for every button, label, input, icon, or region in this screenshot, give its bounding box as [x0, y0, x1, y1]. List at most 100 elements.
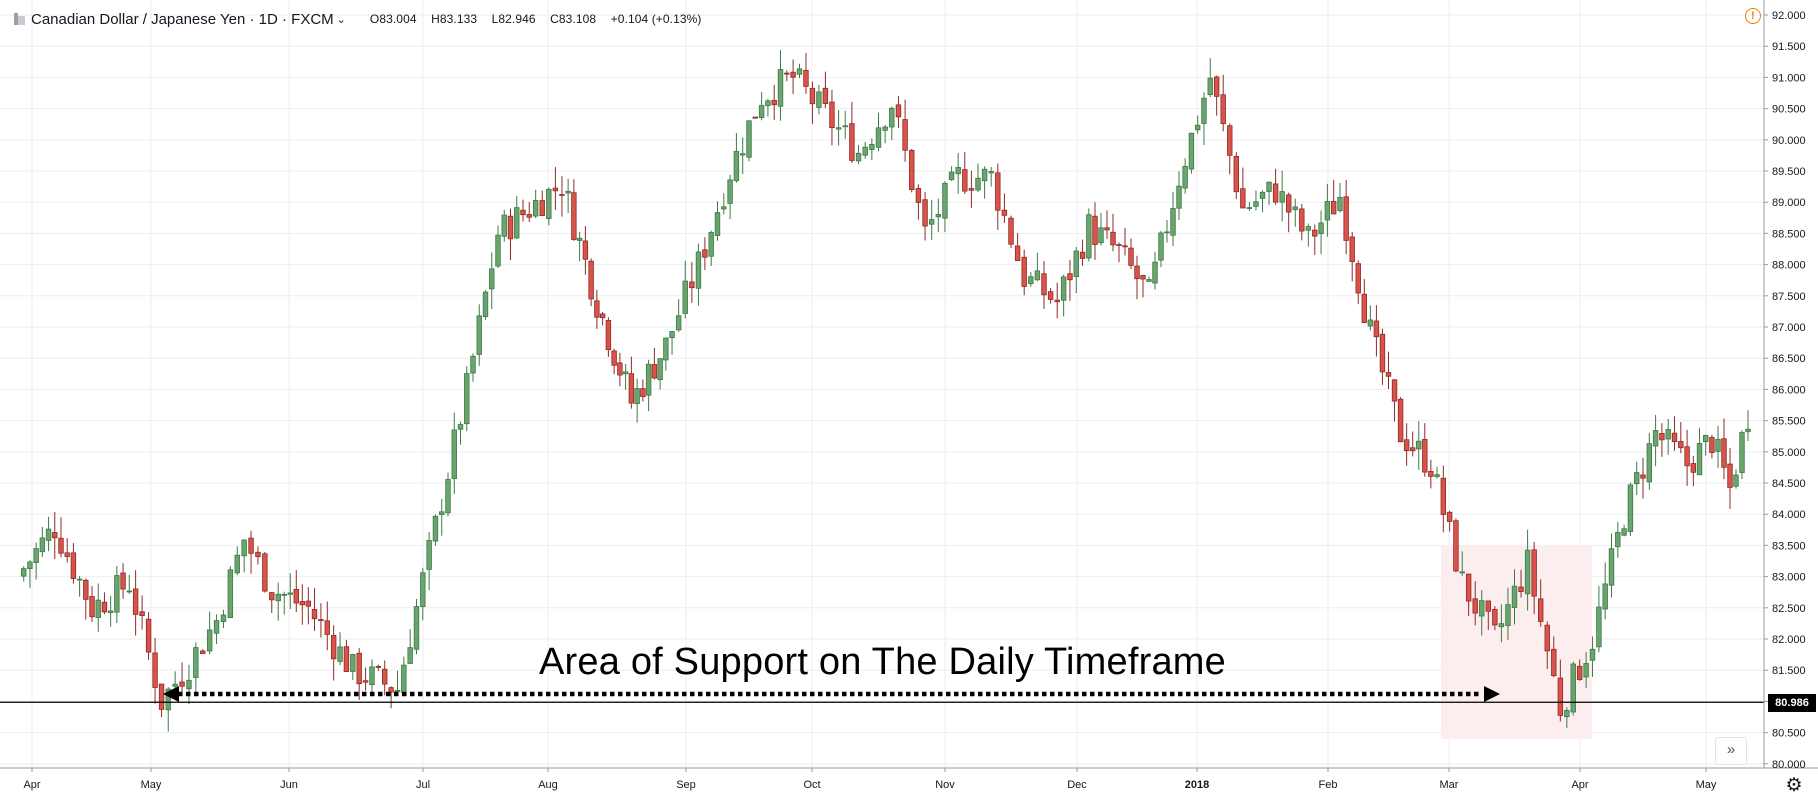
candle-body	[1459, 571, 1465, 574]
candle-down	[559, 176, 565, 217]
candle-down	[1021, 249, 1027, 296]
candle-down	[784, 70, 790, 82]
candle-down	[311, 588, 318, 631]
candle-up	[1259, 190, 1266, 213]
support-price-label: 80.986	[1768, 694, 1816, 712]
price-axis[interactable]: 92.000 91.500 91.000 90.500 90.000 89.500 89.0…	[1764, 10, 1806, 771]
candle-up	[1246, 202, 1253, 211]
candle-down	[1116, 242, 1122, 263]
candle-down	[120, 563, 126, 599]
candle-body	[1570, 663, 1576, 713]
candle-body	[882, 126, 888, 131]
candle-down	[1518, 569, 1524, 598]
candle-up	[1098, 212, 1104, 246]
candle-body	[1220, 94, 1226, 125]
candle-down	[52, 511, 58, 559]
candle-down	[829, 89, 835, 146]
candle-down	[1008, 215, 1014, 249]
candle-down	[269, 591, 275, 613]
candle-body	[689, 281, 695, 289]
candle-body	[1182, 165, 1188, 189]
candle-body	[476, 315, 482, 355]
candle-up	[733, 133, 740, 183]
candle-body	[1498, 623, 1505, 628]
candle-body	[955, 167, 961, 175]
chevron-down-icon[interactable]: ⌄	[336, 13, 346, 26]
candle-up	[234, 546, 240, 576]
candle-body	[95, 599, 101, 618]
alert-icon[interactable]: !	[1745, 8, 1761, 24]
candle-body	[89, 596, 95, 618]
candle-body	[350, 654, 356, 672]
symbol-title[interactable]: Canadian Dollar / Japanese Yen · 1D · FX…	[31, 10, 334, 28]
candle-up	[1158, 230, 1164, 268]
candle-down	[1272, 168, 1279, 205]
candle-up	[1608, 533, 1615, 598]
candle-up	[862, 141, 868, 159]
candle-body	[1640, 474, 1646, 479]
candle-body	[114, 575, 120, 613]
candle-body	[727, 179, 733, 204]
high-value: H83.133	[431, 12, 478, 26]
arrowhead-left	[163, 686, 179, 702]
candle-body	[451, 429, 457, 479]
time-tick-label: Apr	[23, 779, 40, 791]
candle-body	[287, 592, 293, 595]
candle-body	[942, 182, 948, 219]
candle-body	[1098, 227, 1104, 244]
candle-up	[1164, 219, 1170, 243]
candle-body	[1564, 709, 1570, 718]
candle-body	[1576, 665, 1583, 680]
candle-down	[1233, 152, 1239, 199]
candle-body	[1355, 263, 1361, 294]
candle-down	[689, 262, 695, 303]
scroll-to-realtime-button[interactable]: »	[1715, 737, 1747, 765]
time-axis[interactable]: Apr May Jun Jul Aug Sep Oct Nov Dec 2018 Feb Mar Apr…	[23, 768, 1717, 791]
candle-body	[362, 680, 369, 683]
candle-up	[622, 364, 629, 390]
candle-body	[651, 364, 658, 379]
candle-body	[1589, 648, 1596, 661]
candle-body	[1213, 76, 1220, 97]
candle-down	[1721, 418, 1727, 480]
candle-body	[420, 572, 426, 607]
candle-body	[1659, 433, 1665, 441]
candle-down	[70, 543, 77, 584]
candle-up	[855, 145, 862, 165]
candle-body	[875, 127, 882, 148]
price-tick-label: 90.000	[1772, 135, 1806, 147]
candle-up	[1602, 562, 1608, 620]
candle-up	[206, 611, 213, 655]
candle-up	[350, 653, 356, 680]
candle-body	[842, 125, 848, 128]
candle-down	[1385, 351, 1392, 389]
candle-body	[1060, 276, 1067, 301]
candle-body	[220, 614, 227, 622]
candle-down	[1299, 203, 1305, 241]
candle-up	[669, 331, 675, 355]
candle-body	[889, 107, 895, 128]
candle-down	[1465, 573, 1472, 616]
candle-down	[1122, 227, 1128, 256]
gear-icon[interactable]: ⚙	[1785, 775, 1803, 796]
candle-down	[552, 167, 559, 210]
candle-down	[293, 570, 299, 613]
candle-body	[1266, 181, 1272, 192]
candle-body	[1104, 227, 1110, 231]
candle-body	[1745, 428, 1751, 433]
candle-body	[70, 552, 77, 579]
price-tick-label: 86.000	[1772, 384, 1806, 396]
candle-up	[470, 353, 476, 382]
candle-body	[1379, 333, 1386, 373]
candle-down	[1531, 541, 1537, 615]
candle-body	[318, 619, 324, 621]
price-tick-label: 87.500	[1772, 291, 1806, 303]
candle-down	[968, 170, 975, 208]
candle-body	[305, 600, 312, 607]
candle-body	[330, 635, 337, 660]
candle-body	[1073, 250, 1079, 277]
candle-down	[255, 546, 261, 565]
candle-down	[895, 96, 902, 128]
candle-body	[145, 618, 152, 653]
